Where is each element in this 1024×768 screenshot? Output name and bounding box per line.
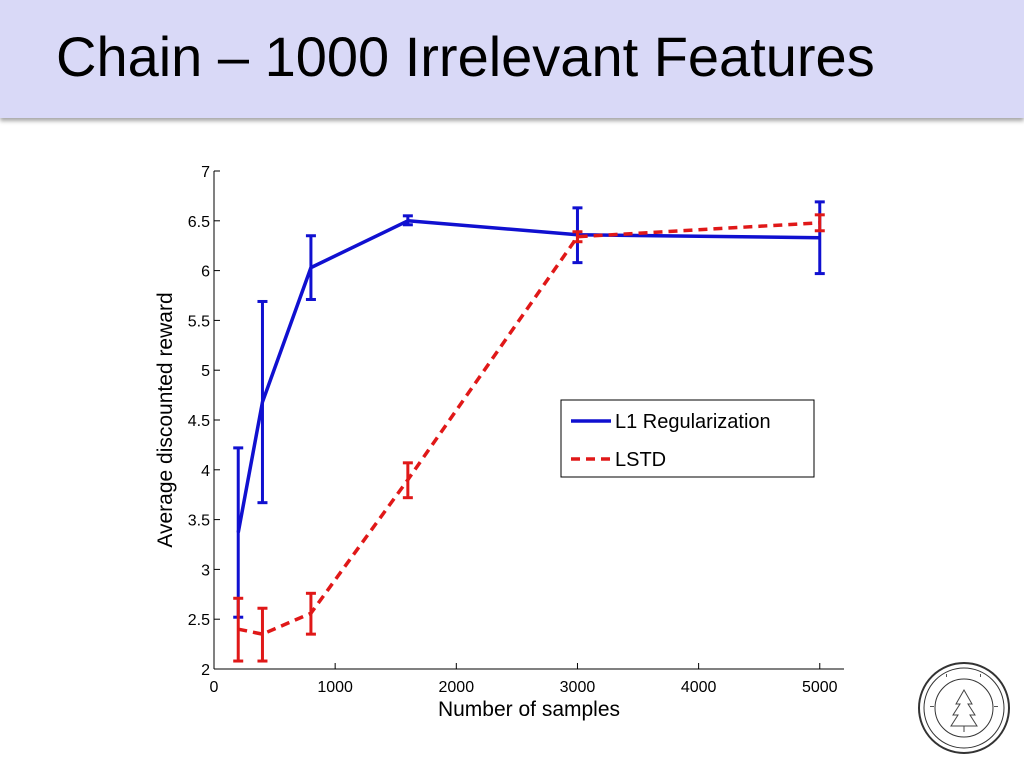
- error-bar: [814, 213, 825, 233]
- y-tick-label: 3: [201, 562, 210, 579]
- error-bar: [233, 446, 244, 619]
- error-bar: [257, 299, 268, 505]
- series-line: [236, 219, 820, 533]
- slide-title: Chain – 1000 Irrelevant Features: [56, 25, 875, 88]
- y-tick-label: 6.5: [188, 214, 210, 231]
- y-tick-label: 2: [201, 662, 210, 679]
- series-lstd: [233, 213, 825, 663]
- x-tick-label: 1000: [317, 679, 353, 696]
- error-bar: [305, 591, 316, 636]
- legend-label: LSTD: [615, 449, 666, 471]
- error-bar: [402, 461, 413, 500]
- x-tick-label: 0: [210, 679, 219, 696]
- series-l1-regularization: [233, 200, 825, 619]
- y-tick-label: 7: [201, 164, 210, 181]
- x-tick-label: 4000: [681, 679, 717, 696]
- x-tick-label: 3000: [560, 679, 596, 696]
- error-bar: [233, 596, 244, 663]
- error-bar: [572, 230, 583, 244]
- axes: 0 1000 2000 3000 4000 5000 2 2.5 3 3.5 4 4.5 5 5.5 6 6.…: [188, 164, 844, 696]
- error-bar: [305, 234, 316, 301]
- university-seal-icon: [918, 662, 1010, 754]
- error-bar: [402, 214, 413, 227]
- y-tick-label: 2.5: [188, 612, 210, 629]
- x-tick-label: 2000: [439, 679, 475, 696]
- legend: L1 Regularization LSTD: [560, 399, 815, 478]
- y-tick-label: 6: [201, 264, 210, 281]
- y-axis-label: Average discounted reward: [154, 292, 177, 547]
- legend-box: [560, 399, 815, 478]
- title-bar: Chain – 1000 Irrelevant Features: [0, 0, 1024, 118]
- series-layer: [233, 200, 825, 663]
- y-tick-label: 5.5: [188, 313, 210, 330]
- y-tick-label: 4: [201, 463, 210, 480]
- x-tick-label: 5000: [802, 679, 838, 696]
- y-tick-label: 3.5: [188, 513, 210, 530]
- series-line: [237, 221, 820, 636]
- legend-label: L1 Regularization: [615, 411, 771, 433]
- error-bar: [257, 606, 268, 663]
- x-axis-label: Number of samples: [438, 698, 620, 721]
- y-tick-label: 5: [201, 363, 210, 380]
- y-tick-label: 4.5: [188, 413, 210, 430]
